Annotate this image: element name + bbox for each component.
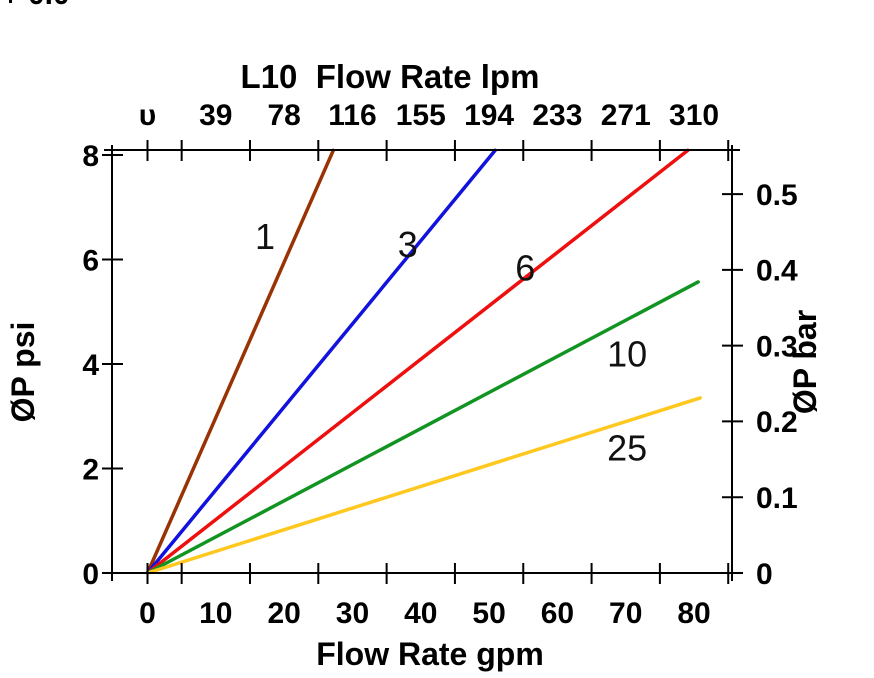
top-tick-label-78: 78 xyxy=(267,99,300,132)
series-line-3um xyxy=(145,148,497,575)
top-tick-label-271: 271 xyxy=(601,99,651,132)
series-line-10um xyxy=(145,280,700,575)
series-line-1um xyxy=(145,148,336,575)
bottom-tick-label-80: 80 xyxy=(677,597,710,630)
series-label-10um: 10 xyxy=(607,334,647,375)
bottom-tick-label-0: 0 xyxy=(139,597,156,630)
bottom-tick-label-20: 20 xyxy=(267,597,300,630)
right-tick-label-0.4: 0.4 xyxy=(756,255,798,288)
top-tick-label-310: 310 xyxy=(669,99,719,132)
top-axis-title: L10 Flow Rate lpm xyxy=(241,58,540,95)
left-tick-label-4: 4 xyxy=(82,349,99,382)
series-label-1um: 1 xyxy=(255,216,275,257)
series-label-25um: 25 xyxy=(607,428,647,469)
left-tick-label-6: 6 xyxy=(82,244,99,277)
series-label-6um: 6 xyxy=(515,247,535,288)
bottom-tick-label-30: 30 xyxy=(336,597,369,630)
bottom-tick-label-70: 70 xyxy=(609,597,642,630)
series-labels: 1 3 6 10 25 xyxy=(255,216,647,469)
right-tick-label-0.5: 0.5 xyxy=(756,179,798,212)
bottom-tick-label-10: 10 xyxy=(199,597,232,630)
top-tick-label-116: 116 xyxy=(328,99,376,132)
axes xyxy=(102,140,743,584)
top-tick-label-39: 39 xyxy=(199,99,232,132)
clipped-top-left-text: 0.0 xyxy=(28,0,70,11)
right-tick-label-0: 0 xyxy=(756,558,773,591)
series-lines xyxy=(145,148,702,575)
bottom-tick-label-40: 40 xyxy=(404,597,437,630)
top-tick-label-194: 194 xyxy=(464,99,514,132)
left-axis-title: ØP psi xyxy=(5,322,41,423)
right-tick-label-0.3: 0.3 xyxy=(756,330,798,363)
top-tick-label-υ: υ xyxy=(139,99,156,132)
series-line-25um xyxy=(145,396,702,575)
left-tick-label-0: 0 xyxy=(82,558,99,591)
top-tick-label-233: 233 xyxy=(532,99,582,132)
tick-labels: 0 10 20 30 40 50 60 70 80υ 39 78 116 155 194 233 271 310… xyxy=(82,99,798,630)
right-axis-title: ØP bar xyxy=(787,310,823,414)
series-label-3um: 3 xyxy=(398,224,418,265)
right-tick-label-0.2: 0.2 xyxy=(756,406,798,439)
top-tick-label-155: 155 xyxy=(396,99,446,132)
left-tick-label-2: 2 xyxy=(82,453,99,486)
bottom-axis-title: Flow Rate gpm xyxy=(316,636,544,672)
left-tick-label-8: 8 xyxy=(82,140,99,173)
clipped-text-fragment xyxy=(9,0,12,3)
series-line-6um xyxy=(145,148,690,575)
bottom-tick-label-50: 50 xyxy=(472,597,505,630)
bottom-tick-label-60: 60 xyxy=(541,597,574,630)
right-tick-label-0.1: 0.1 xyxy=(756,482,798,515)
